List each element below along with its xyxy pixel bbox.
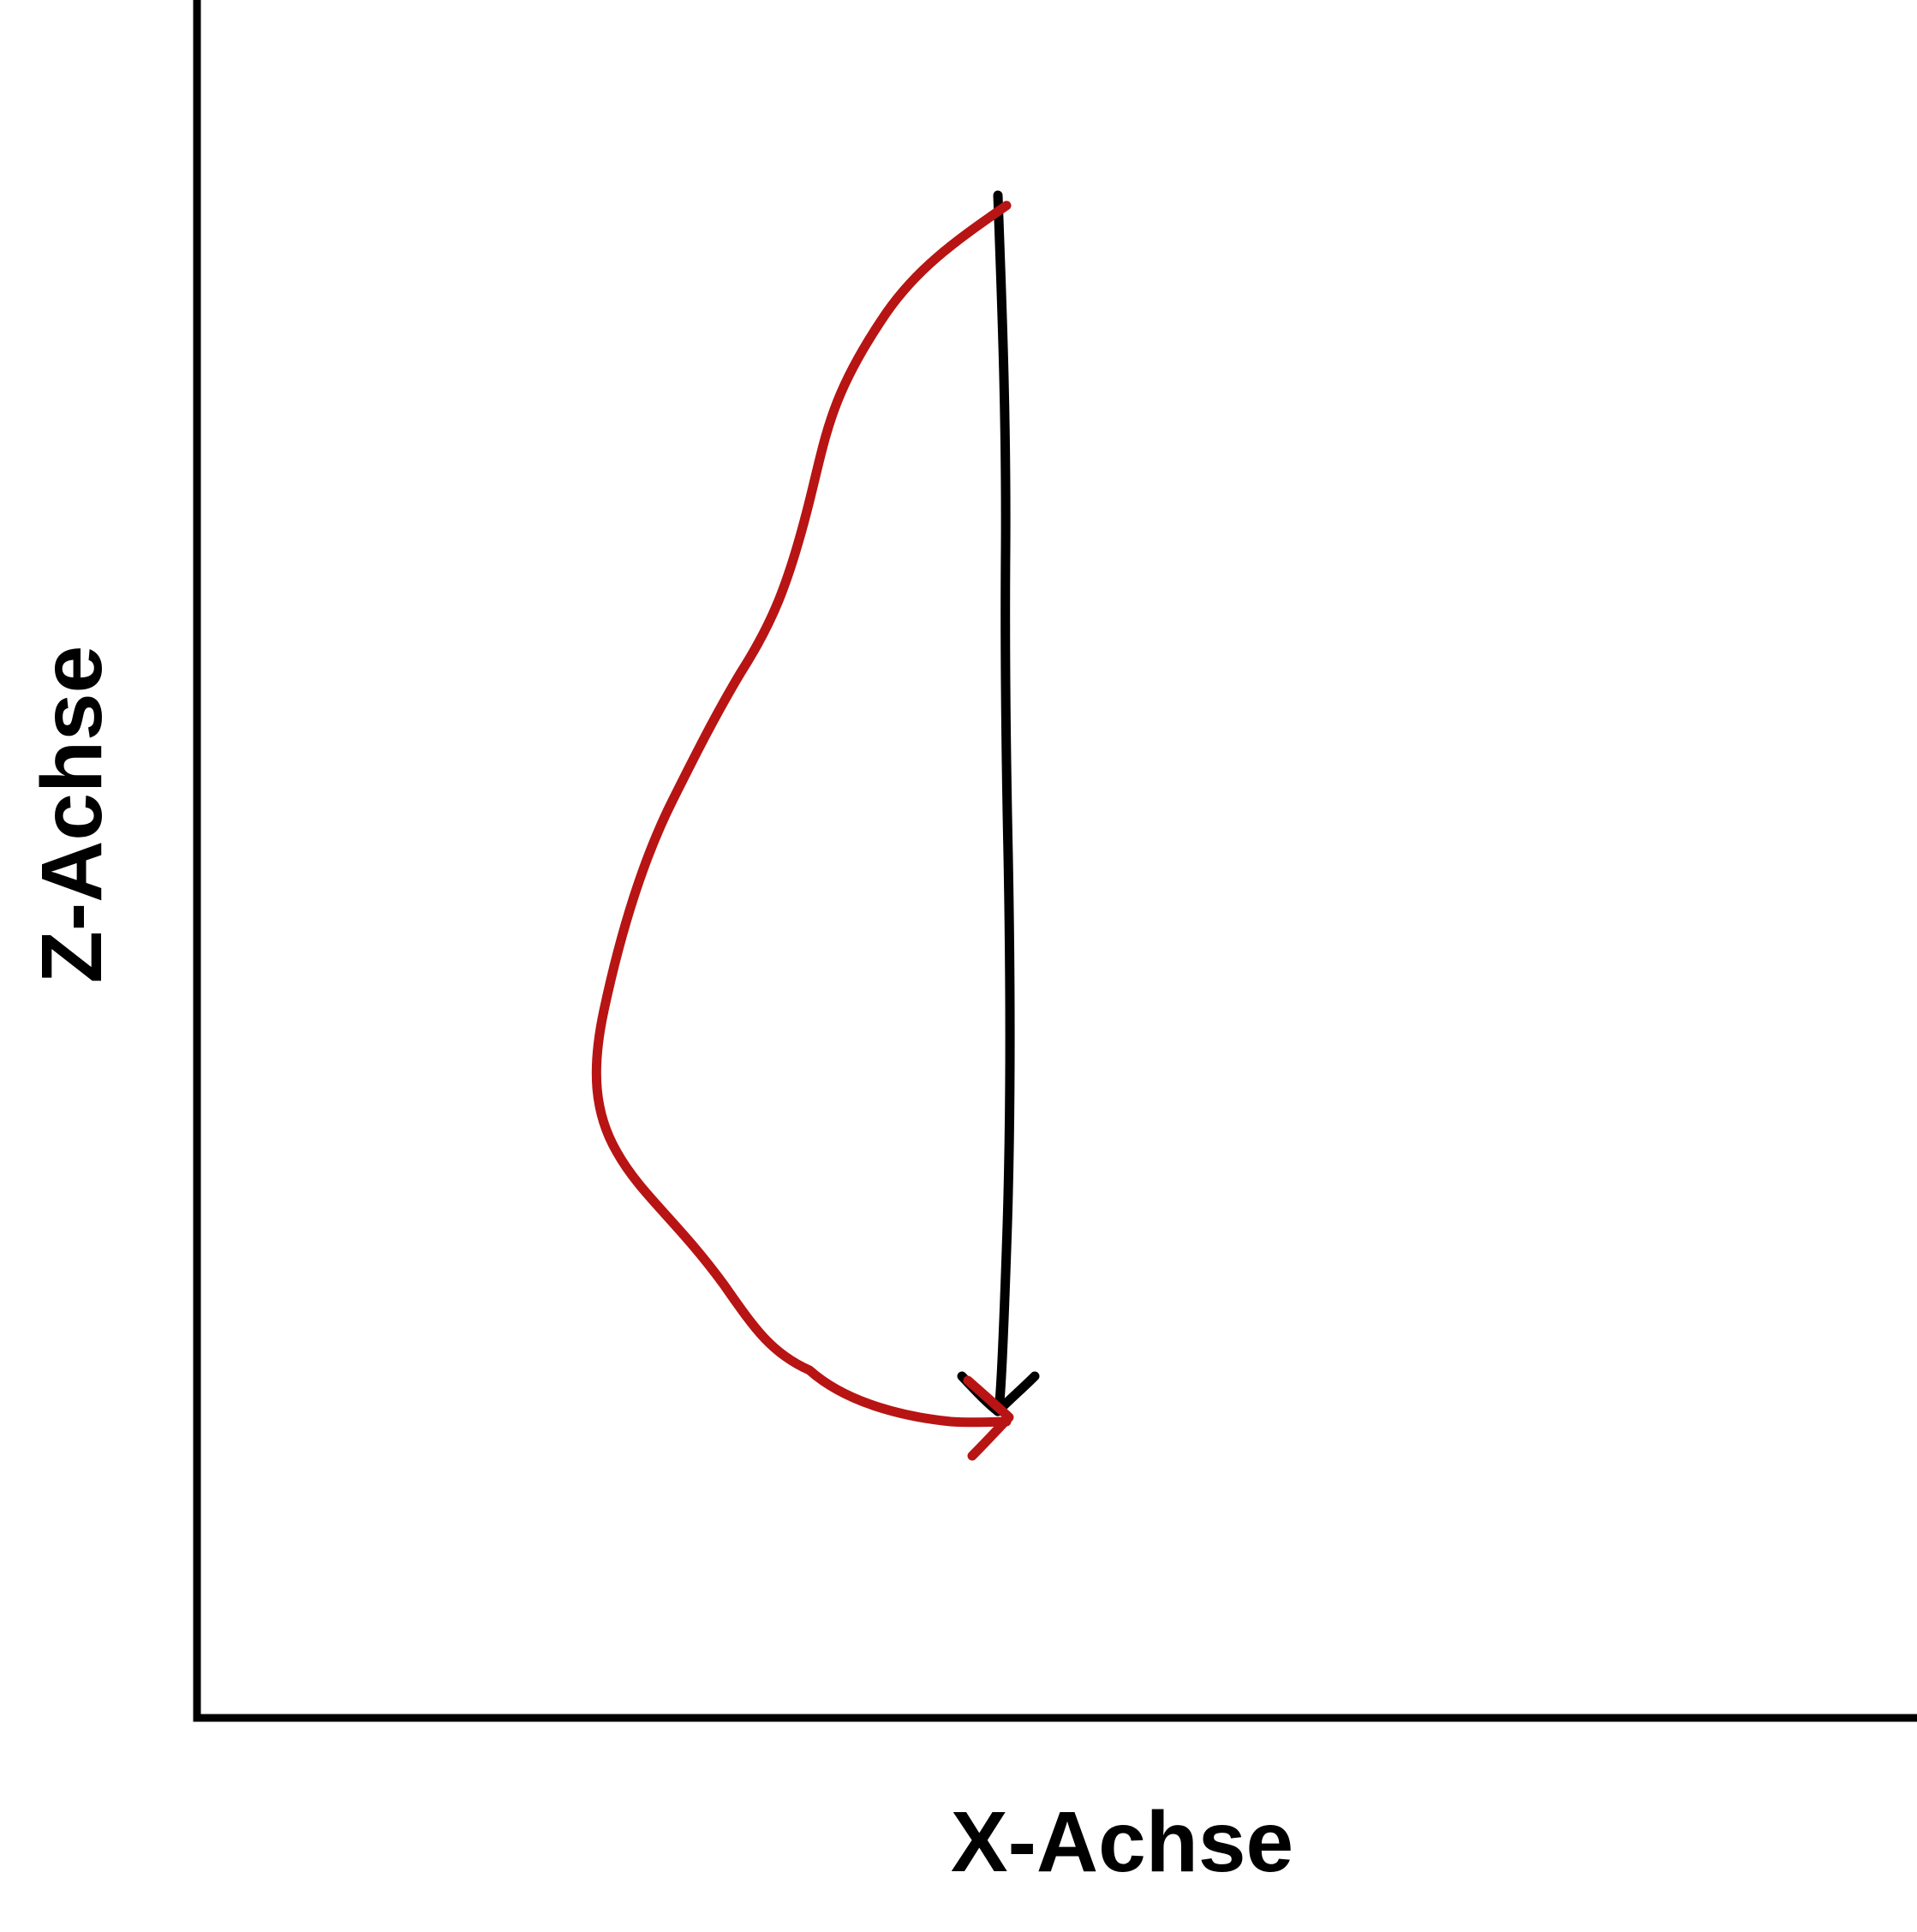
curved-path-arrowhead xyxy=(963,1375,1014,1461)
curved-path xyxy=(591,200,1014,1461)
x-axis-label: X-Achse xyxy=(951,1794,1293,1890)
z-axis-label: Z-Achse xyxy=(24,646,120,984)
straight-path xyxy=(957,190,1040,1416)
straight-path-stroke xyxy=(993,190,1015,1416)
axes xyxy=(193,0,1917,1722)
curved-path-line xyxy=(591,200,1012,1428)
